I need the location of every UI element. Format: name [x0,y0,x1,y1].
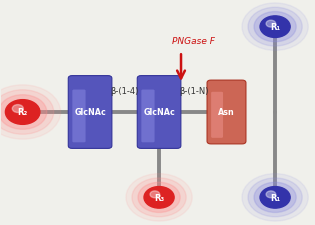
Circle shape [248,8,302,47]
Text: β-(1-4): β-(1-4) [110,87,139,96]
Circle shape [132,178,186,217]
FancyBboxPatch shape [72,90,86,143]
FancyBboxPatch shape [211,92,223,138]
Circle shape [150,191,160,198]
FancyBboxPatch shape [137,76,181,149]
Text: PNGase F: PNGase F [172,36,215,45]
Circle shape [0,90,54,135]
Circle shape [260,17,290,38]
Text: GlcNAc: GlcNAc [74,108,106,117]
Circle shape [138,182,180,212]
Text: β-(1-N): β-(1-N) [179,87,209,96]
Circle shape [12,105,23,113]
Circle shape [242,4,308,51]
FancyBboxPatch shape [68,76,112,149]
Circle shape [266,191,276,198]
Circle shape [126,174,192,221]
Text: R₁: R₁ [270,23,280,32]
Circle shape [254,13,296,43]
FancyBboxPatch shape [207,81,246,144]
FancyBboxPatch shape [141,90,155,143]
Text: R₂: R₂ [18,108,28,117]
Circle shape [248,178,302,217]
Text: R₃: R₃ [154,193,164,202]
Circle shape [254,182,296,212]
Circle shape [0,95,47,130]
Circle shape [266,21,276,28]
Circle shape [0,86,60,140]
Circle shape [144,187,174,208]
Text: GlcNAc: GlcNAc [143,108,175,117]
Circle shape [242,174,308,221]
Circle shape [260,187,290,208]
Text: R₁: R₁ [270,193,280,202]
Circle shape [5,100,40,125]
Text: Asn: Asn [218,108,235,117]
